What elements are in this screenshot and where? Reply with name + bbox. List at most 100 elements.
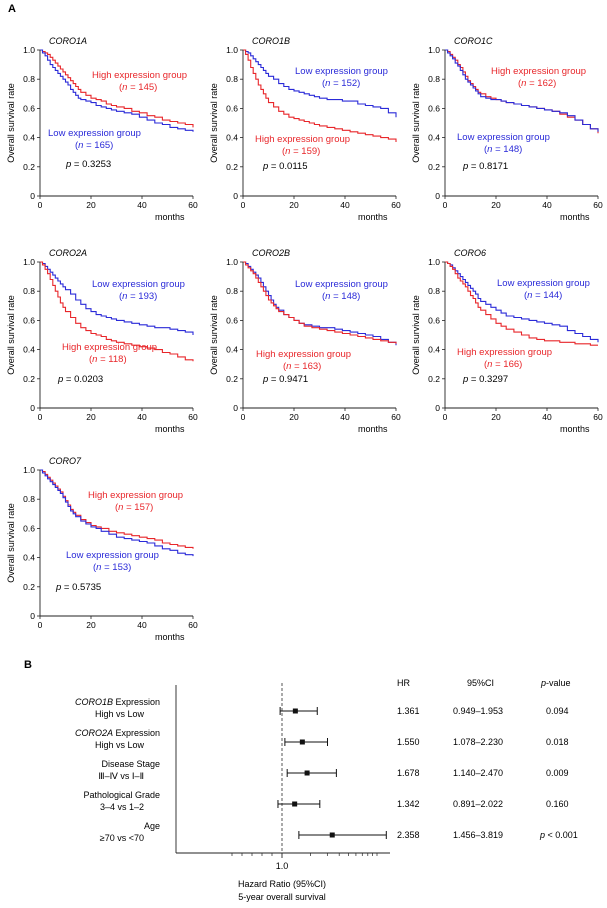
- hr-point: [292, 801, 298, 807]
- hr-point: [329, 832, 335, 838]
- x-tick-label: 20: [289, 200, 299, 210]
- km-panel-coro2b: CORO2B 0 0.2 0.4 0.6 0.8 1.0 0 20 40 60 Overall sur…: [209, 248, 401, 434]
- y-axis-label: Overall survival rate: [209, 295, 219, 375]
- y-tick-label: 0.2: [428, 162, 440, 172]
- forest-subtitle: 5-year overall survival: [238, 892, 326, 902]
- y-tick-label: 0: [435, 403, 440, 413]
- x-axis-label: months: [358, 212, 388, 222]
- group-label-low: Low expression group: [497, 278, 590, 289]
- survival-curve-high: [40, 49, 194, 128]
- n-value: = 144): [532, 290, 562, 301]
- km-panel-coro6: CORO6 0 0.2 0.4 0.6 0.8 1.0 0 20 40 60 Overall surv…: [411, 248, 603, 434]
- n-value: = 166): [492, 359, 522, 370]
- x-tick-label: 0: [241, 200, 246, 210]
- n-open: (: [322, 291, 326, 302]
- n-value: = 118): [97, 354, 126, 365]
- y-tick-label: 1.0: [23, 465, 35, 475]
- n-open: (: [75, 140, 79, 151]
- panel-gene-title: CORO2A: [49, 248, 87, 258]
- panel-b-label: B: [24, 659, 32, 671]
- group-label-high: High expression group: [457, 347, 552, 358]
- row-comparison: 3–4 vs 1–2: [100, 802, 144, 812]
- y-tick-label: 0.6: [23, 103, 35, 113]
- n-value: = 152): [330, 78, 360, 89]
- panel-gene-title: CORO1A: [49, 36, 87, 46]
- p-symbol: p: [262, 374, 268, 385]
- y-tick-label: 0.8: [23, 74, 35, 84]
- x-tick-label: 0: [443, 412, 448, 422]
- y-tick-label: 0.6: [428, 103, 440, 113]
- p-symbol: p: [539, 830, 545, 840]
- n-symbol: n: [527, 290, 532, 301]
- forest-row: Pathological Grade 3–4 vs 1–2 1.342 0.891–2…: [83, 790, 568, 812]
- n-value: = 159): [290, 146, 320, 157]
- header-pvalue: p-value: [540, 678, 571, 688]
- n-symbol: n: [325, 291, 330, 302]
- y-tick-label: 1.0: [23, 257, 35, 267]
- p-symbol: p: [55, 582, 61, 593]
- row-label: CORO1B Expression: [75, 697, 160, 707]
- group-n-high: (n = 166): [484, 359, 522, 370]
- row-comparison: High vs Low: [95, 740, 145, 750]
- row-label-text: Pathological Grade: [83, 790, 160, 800]
- hr-point: [304, 770, 310, 776]
- y-tick-label: 0.2: [428, 374, 440, 384]
- n-value: = 162): [526, 78, 556, 89]
- n-symbol: n: [118, 502, 123, 513]
- hr-value: 2.358: [397, 830, 420, 840]
- p-value: 0.160: [546, 799, 569, 809]
- x-tick-label: 40: [542, 200, 552, 210]
- y-tick-label: 0.2: [23, 374, 35, 384]
- forest-row: CORO1B Expression High vs Low 1.361 0.949–1…: [75, 697, 569, 719]
- y-axis-label: Overall survival rate: [6, 295, 16, 375]
- n-value: = 153): [101, 562, 131, 573]
- x-tick-label: 20: [86, 620, 96, 630]
- n-open: (: [484, 144, 488, 155]
- row-label: CORO2A Expression: [75, 728, 160, 738]
- p-symbol: p: [262, 161, 268, 172]
- group-n-high: (n = 157): [115, 502, 153, 513]
- x-tick-label: 60: [593, 412, 603, 422]
- y-tick-label: 0: [30, 191, 35, 201]
- n-symbol: n: [92, 354, 97, 365]
- survival-curve-high: [40, 469, 194, 549]
- n-symbol: n: [285, 146, 290, 157]
- y-tick-label: 1.0: [23, 45, 35, 55]
- n-open: (: [283, 361, 287, 372]
- ci-value: 0.949–1.953: [453, 706, 503, 716]
- y-tick-label: 0.8: [428, 74, 440, 84]
- p-value-label: p = 0.3297: [462, 374, 508, 385]
- group-n-low: (n = 165): [75, 140, 113, 151]
- y-tick-label: 0.6: [226, 103, 238, 113]
- x-tick-label: 40: [542, 412, 552, 422]
- p-number: 0.094: [546, 706, 569, 716]
- group-label-high: High expression group: [92, 70, 187, 81]
- p-number: = 0.3297: [468, 374, 508, 385]
- y-tick-label: 0.8: [226, 286, 238, 296]
- n-symbol: n: [286, 361, 291, 372]
- y-tick-label: 0.4: [23, 345, 35, 355]
- km-panel-coro2a: CORO2A 0 0.2 0.4 0.6 0.8 1.0 0 20 40 60 Overall sur…: [6, 248, 198, 434]
- y-tick-label: 1.0: [226, 257, 238, 267]
- p-number: 0.160: [546, 799, 569, 809]
- x-tick-label: 20: [86, 412, 96, 422]
- p-symbol: p: [462, 161, 468, 172]
- km-panel-coro1b: CORO1B 0 0.2 0.4 0.6 0.8 1.0 0 20 40 60 Overall sur…: [209, 36, 401, 222]
- header-ci: 95%CI: [467, 678, 494, 688]
- x-tick-label: 40: [137, 200, 147, 210]
- x-tick-label: 60: [188, 200, 198, 210]
- p-number: = 0.9471: [268, 374, 308, 385]
- group-n-high: (n = 118): [89, 354, 127, 365]
- n-symbol: n: [122, 291, 127, 302]
- row-label-gene: CORO2A: [75, 728, 113, 738]
- x-tick-label: 20: [86, 200, 96, 210]
- header-hr: HR: [397, 678, 410, 688]
- p-value-label: p = 0.0115: [262, 161, 307, 172]
- group-label-high: High expression group: [256, 349, 351, 360]
- y-axis-label: Overall survival rate: [411, 295, 421, 375]
- x-tick-label: 60: [188, 412, 198, 422]
- hr-value: 1.550: [397, 737, 420, 747]
- forest-row: Age≥70 vs <70 2.358 1.456–3.819 p < 0.001: [100, 821, 578, 843]
- p-number: 0.018: [546, 737, 569, 747]
- n-value: = 145): [127, 82, 157, 93]
